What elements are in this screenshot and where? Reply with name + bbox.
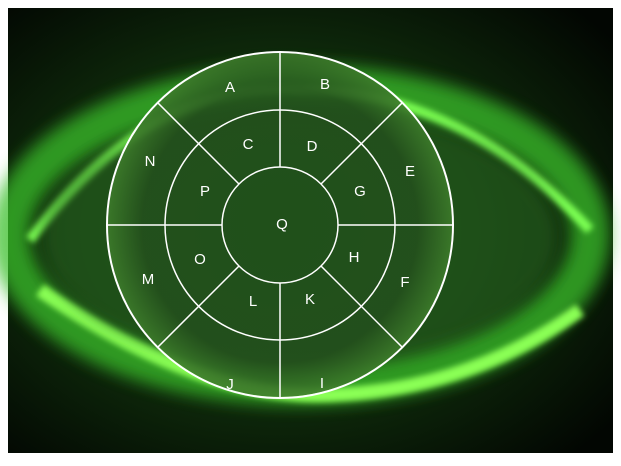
region-label: M bbox=[142, 271, 155, 288]
region-label: D bbox=[307, 138, 318, 155]
region-label: A bbox=[225, 79, 235, 96]
region-label: K bbox=[305, 291, 315, 308]
region-label: E bbox=[405, 163, 415, 180]
sector-line bbox=[320, 265, 403, 348]
region-label: C bbox=[243, 136, 254, 153]
region-label: Q bbox=[276, 216, 288, 233]
region-label: H bbox=[349, 249, 360, 266]
region-label: L bbox=[249, 293, 257, 310]
region-label: G bbox=[354, 183, 366, 200]
region-label: O bbox=[194, 251, 206, 268]
sector-line bbox=[157, 102, 240, 185]
region-label: B bbox=[320, 76, 330, 93]
region-label: N bbox=[145, 153, 156, 170]
region-label: I bbox=[320, 375, 324, 392]
sector-line bbox=[320, 102, 403, 185]
region-label: F bbox=[400, 274, 409, 291]
region-label: P bbox=[200, 183, 210, 200]
region-label: J bbox=[226, 376, 234, 393]
sector-line bbox=[157, 265, 240, 348]
grid-overlay bbox=[106, 51, 454, 399]
region-labels: A B C D E F G H I J K L M N O P Q bbox=[142, 76, 415, 393]
